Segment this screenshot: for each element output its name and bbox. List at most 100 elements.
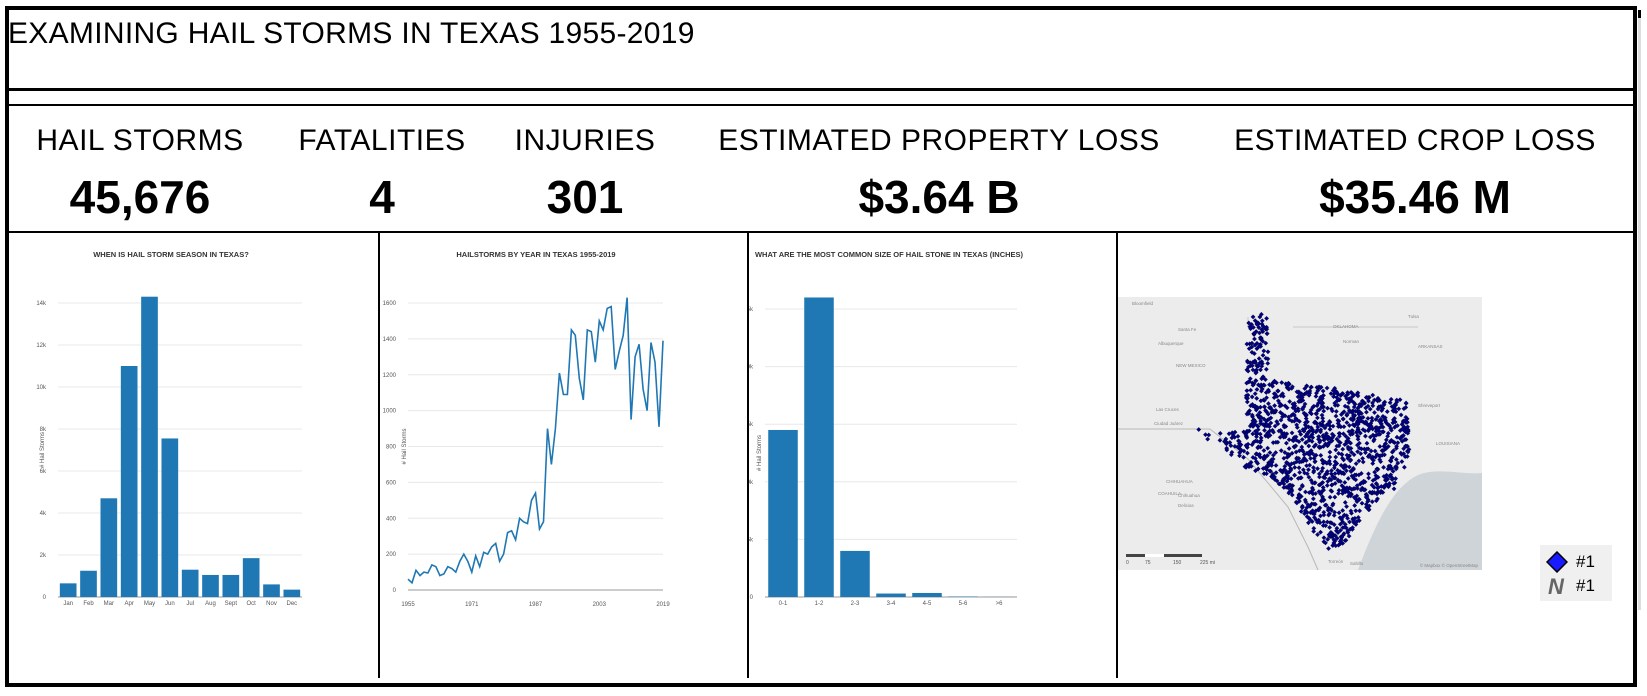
hail-marker [1351,413,1356,418]
hail-marker [1352,472,1358,478]
bar[interactable] [804,297,834,597]
hail-marker [1268,461,1274,467]
hail-marker [1388,396,1394,402]
hail-marker [1256,325,1262,330]
bar[interactable] [181,569,199,597]
hail-marker [1369,489,1375,495]
x-tick-label: Sept [225,601,238,607]
hail-marker [1400,433,1406,438]
scale-bar-segment [1145,554,1164,557]
hail-marker [1293,437,1299,443]
hail-marker [1372,410,1377,415]
hail-marker [1259,376,1265,382]
hail-marker [1291,412,1297,418]
hail-marker [1245,441,1251,447]
kpi-crop-loss-value: $35.46 M [1319,171,1511,223]
bar[interactable] [876,593,906,597]
hail-marker [1342,521,1348,527]
bar[interactable] [80,570,97,597]
hail-marker [1286,417,1292,423]
hail-marker [1361,400,1366,406]
hail-marker [1323,540,1328,546]
hail-marker [1359,500,1365,506]
hail-marker [1305,502,1311,508]
bar[interactable] [840,550,870,597]
hail-marker [1285,473,1291,479]
hail-marker [1283,440,1289,446]
hail-marker [1345,391,1351,397]
bar[interactable] [59,583,77,597]
bar[interactable] [141,296,158,597]
hail-marker [1327,449,1333,455]
hail-marker [1267,424,1272,430]
hail-marker [1375,414,1381,419]
hail-marker [1331,433,1337,439]
hail-marker [1381,464,1386,470]
bar[interactable] [242,558,260,597]
hail-marker [1274,478,1280,484]
hail-marker [1255,460,1261,466]
hail-marker [1310,508,1315,514]
bar[interactable] [100,498,118,597]
hail-marker [1277,434,1283,440]
bar[interactable] [120,366,138,597]
hail-marker [1324,385,1330,391]
panel-divider-1 [378,233,380,678]
hail-marker [1331,522,1337,528]
hail-marker [1367,452,1372,458]
hail-marker [1316,407,1322,412]
hail-marker [1364,440,1370,446]
hail-marker [1332,400,1338,406]
series-line[interactable] [407,297,664,585]
hail-marker [1395,440,1401,446]
svg-text:N: N [1548,575,1565,597]
hail-marker [1319,412,1325,418]
y-tick-label: 5k [749,537,754,543]
scrollbar-thumb[interactable] [1638,10,1641,18]
hail-marker [1346,533,1352,539]
hail-marker [1399,459,1405,465]
hail-marker [1294,425,1300,430]
hail-marker [1376,418,1382,424]
hail-marker [1358,451,1364,457]
hail-marker [1257,330,1262,336]
hail-marker [1317,439,1323,445]
hail-marker [1373,481,1379,486]
hail-marker [1326,546,1331,551]
hail-marker [1355,428,1360,434]
hail-marker [1237,453,1242,459]
yearly-chart-panel: HAILSTORMS BY YEAR IN TEXAS 1955-2019 0 20… [380,235,746,675]
hail-marker [1292,472,1298,478]
border-line [1118,428,1319,571]
hail-marker [1334,436,1340,442]
hail-marker [1321,498,1326,503]
hail-marker [1372,476,1378,482]
hail-marker [1327,419,1332,424]
bar[interactable] [263,584,280,597]
bar[interactable] [912,592,942,597]
kpi-bottom-divider [9,231,1633,233]
hail-marker [1342,442,1348,447]
hail-marker [1358,403,1364,409]
bar[interactable] [283,589,301,597]
hail-marker [1353,408,1358,414]
hail-marker [1366,471,1371,477]
hail-marker [1268,404,1273,410]
hail-marker [1255,466,1261,472]
hail-marker [1265,360,1271,366]
x-tick-label: Aug [205,601,216,607]
hail-marker [1217,437,1223,443]
hail-marker [1355,421,1361,427]
hail-marker [1351,404,1357,410]
hail-marker [1290,401,1296,407]
bar[interactable] [161,438,179,597]
dashboard-frame [5,6,1637,687]
bar[interactable] [202,574,219,597]
scrollbar[interactable] [1638,10,1641,610]
bar[interactable] [222,574,240,597]
hail-marker [1228,443,1234,449]
hail-marker [1250,382,1256,388]
texas-hail-map[interactable]: Bloomfield Santa Fe Albuquerque NEW MEXICO L… [1118,235,1633,675]
bar[interactable] [768,429,798,597]
hail-marker [1404,454,1410,459]
